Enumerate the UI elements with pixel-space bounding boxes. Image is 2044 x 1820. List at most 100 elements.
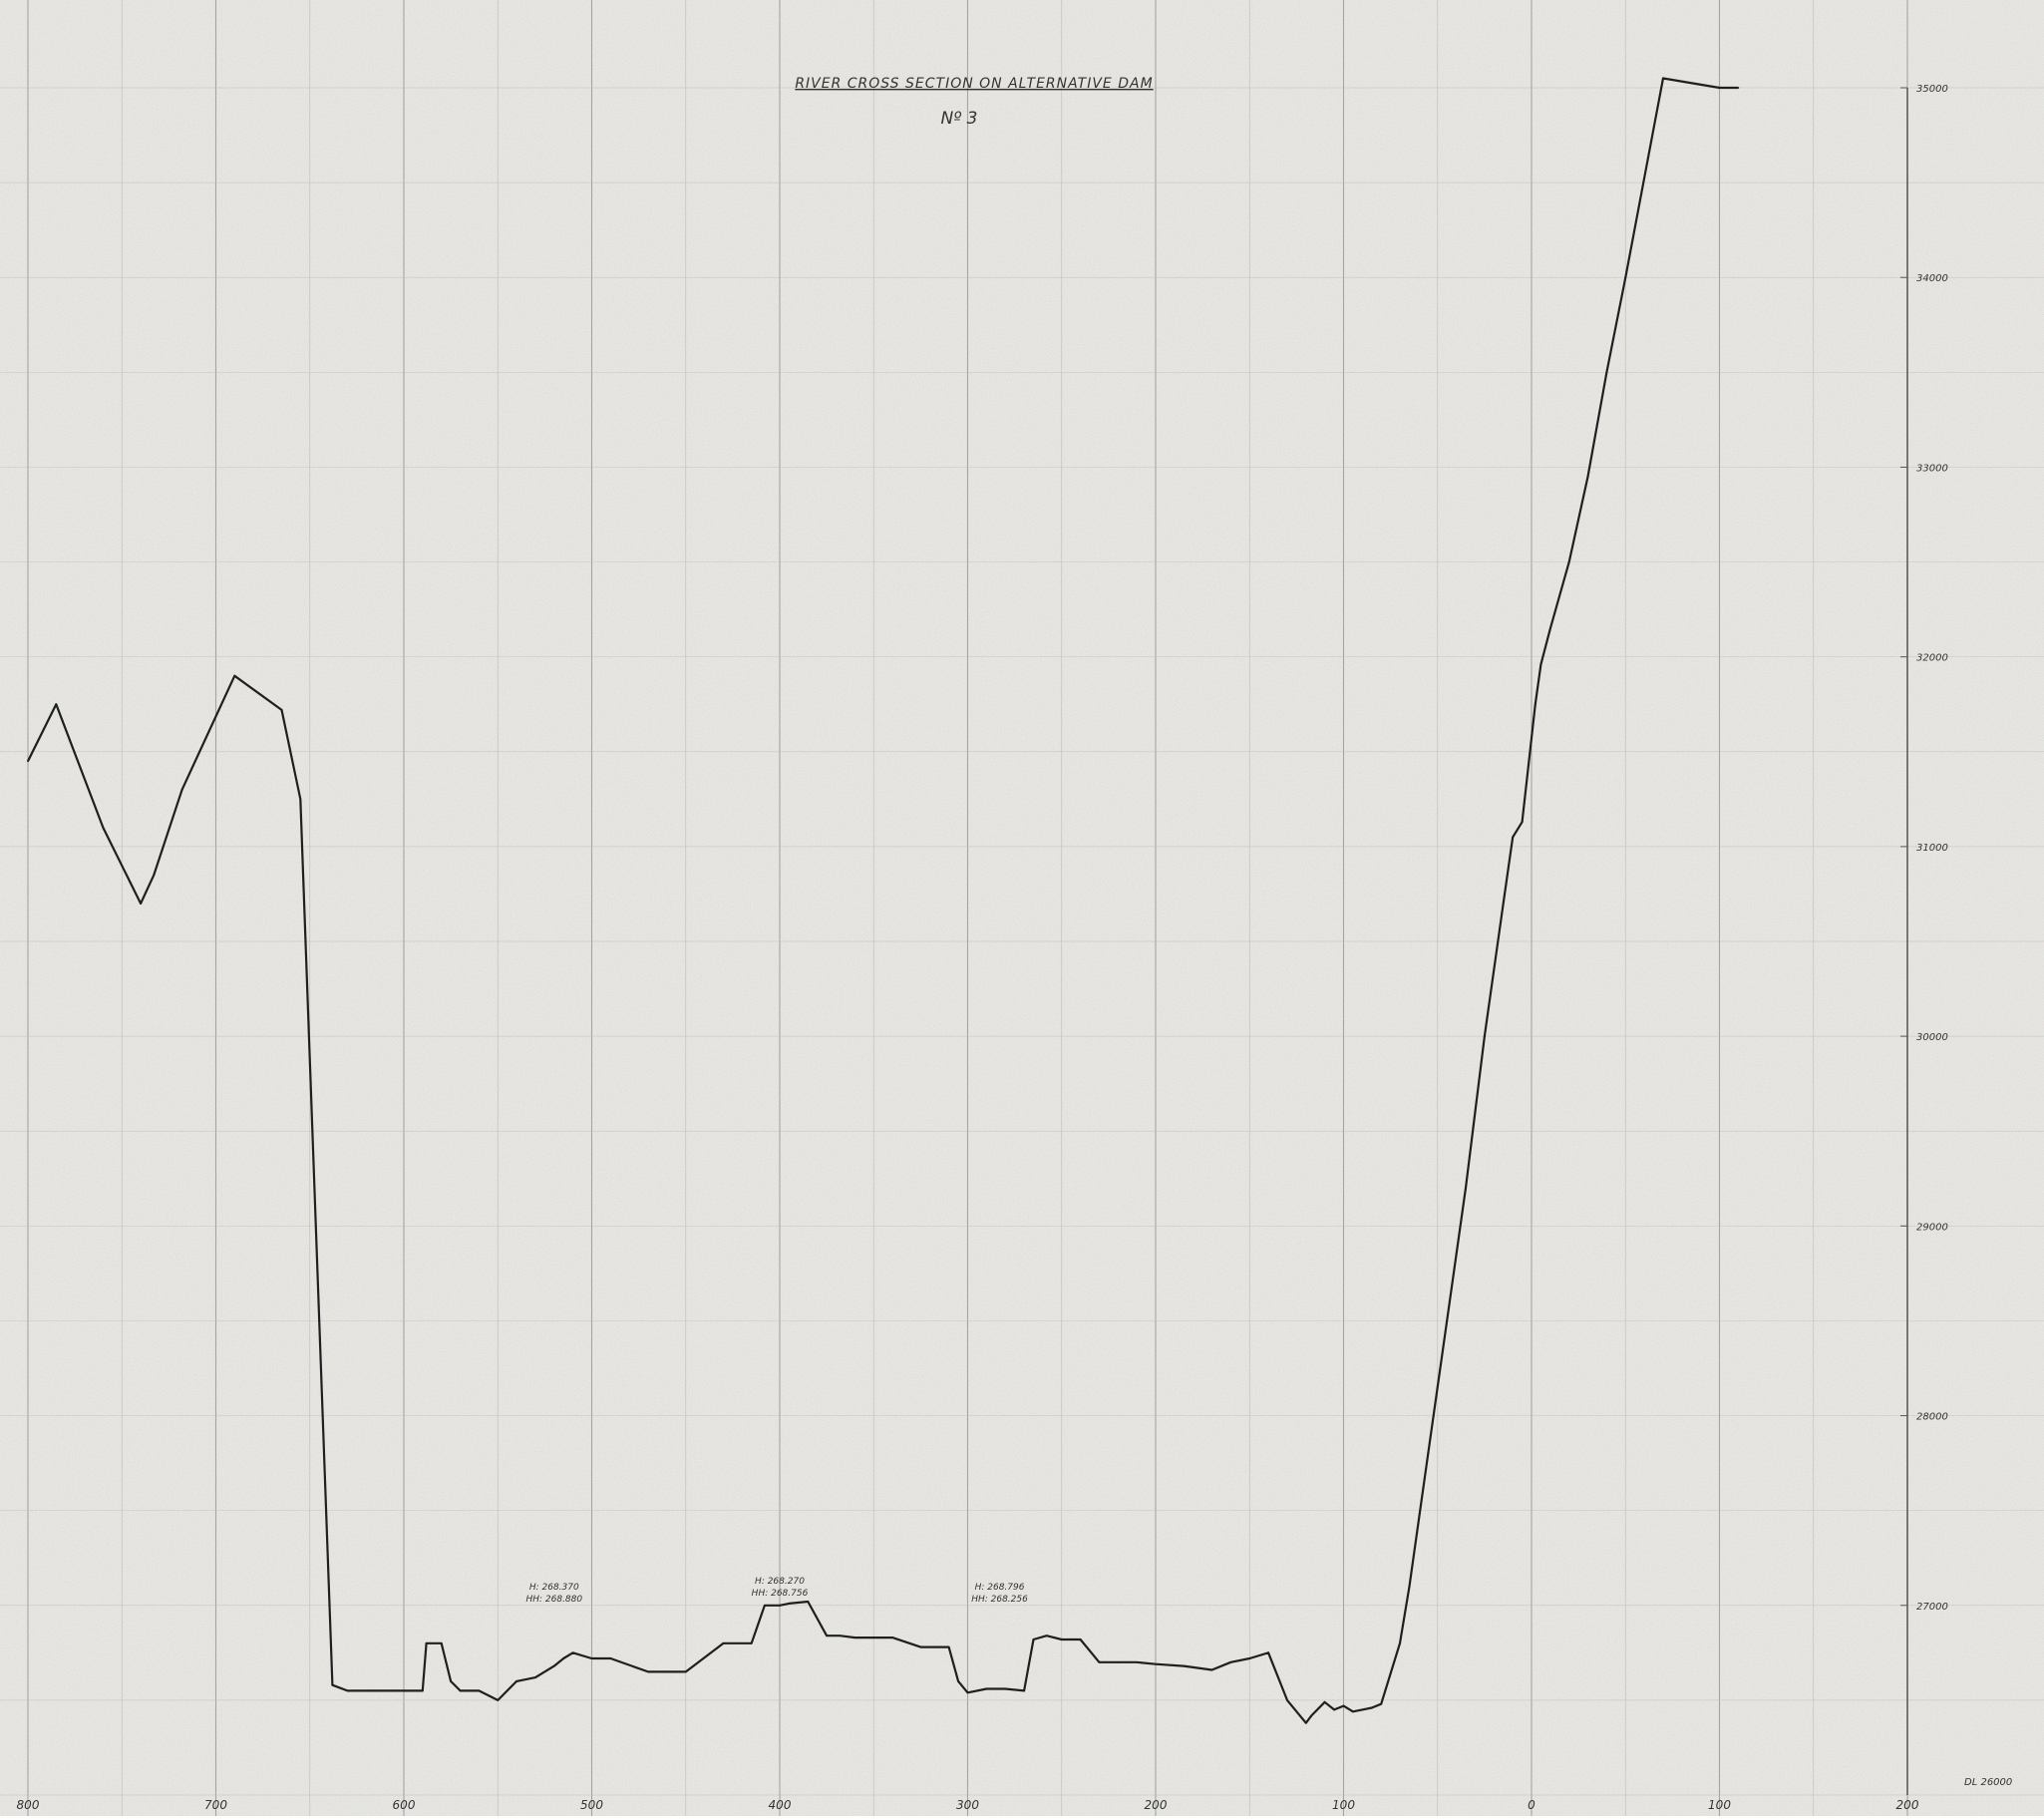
y-tick-label: 31000 [1916,843,1948,854]
profile-point [609,1657,612,1659]
annotation-label: HH: 268.880 [525,1595,582,1605]
profile-point [369,1689,371,1692]
x-tick-label: 100 [1332,1798,1355,1812]
y-tick-label: 35000 [1916,84,1948,95]
profile-point [1512,836,1515,839]
profile-point [839,1635,842,1638]
profile-point [55,703,58,706]
profile-point [280,709,283,711]
profile-point [1370,1706,1373,1709]
chart-subtitle: Nº 3 [941,109,978,129]
profile-point [1210,1668,1213,1671]
profile-point [1004,1687,1007,1690]
profile-point [140,903,143,905]
profile-point [1408,1585,1411,1588]
profile-point [102,826,105,829]
datum-label: DL 26000 [1964,1777,2012,1788]
profile-point [534,1676,536,1678]
x-tick-label: 200 [1896,1798,1919,1812]
chart-title: RIVER CROSS SECTION ON ALTERNATIVE DAM [795,76,1153,92]
profile-point [1333,1708,1335,1711]
profile-point [1117,1660,1120,1663]
profile-point [440,1641,443,1644]
profile-point [515,1679,517,1682]
y-tick-label: 29000 [1916,1222,1948,1233]
profile-point [722,1641,725,1644]
profile-point [1737,87,1740,89]
x-ticks: 800 700 600 500 400 300 200 100 0 100 200 [17,1798,1919,1812]
profile-point [590,1657,593,1659]
x-tick-label: 800 [17,1798,40,1812]
profile-points [27,77,1740,1724]
profile-point [1624,276,1627,279]
profile-point [966,1691,969,1694]
annotations: H: 268.370 HH: 268.880 H: 268.270 HH: 268.7… [525,1577,1028,1605]
profile-point [1361,1708,1364,1711]
x-tick-label: 600 [393,1798,416,1812]
profile-point [1465,1187,1467,1190]
profile-point [1023,1689,1025,1692]
x-tick-label: 700 [204,1798,227,1812]
profile-point [1399,1641,1401,1644]
profile-point [1032,1638,1035,1640]
profile-point [1548,627,1551,630]
profile-point [299,798,302,801]
profile-point [1323,1700,1326,1703]
profile-point [1567,560,1570,563]
y-tick-label: 32000 [1916,653,1948,664]
profile-point [947,1645,950,1648]
x-tick-label: 500 [580,1798,603,1812]
profile-point [459,1689,462,1692]
y-tick-label: 27000 [1916,1602,1948,1613]
profile-point [647,1670,649,1673]
profile-point [872,1637,875,1639]
profile-point [180,788,183,791]
y-tick-label: 33000 [1916,463,1948,474]
y-tick-label: 34000 [1916,273,1948,284]
profile-point [562,1657,565,1659]
annotation-label: H: 268.796 [975,1583,1025,1593]
profile-point [807,1601,810,1603]
profile-point [318,1319,321,1322]
profile-point [1380,1702,1383,1705]
profile-point [826,1635,829,1638]
x-tick-label: 400 [769,1798,792,1812]
y-ticks: 35000 34000 33000 32000 31000 30000 29000 28000… [1900,84,1948,1613]
profile-point [1586,476,1589,478]
profile-point [1304,1721,1307,1724]
profile-point [1662,77,1664,80]
profile-point [450,1679,453,1682]
profile-point [1521,821,1524,824]
profile-point [478,1689,481,1692]
profile-point [393,1689,396,1692]
profile-point [1045,1635,1048,1638]
profile-point [1502,903,1505,905]
profile-point [1605,371,1608,374]
annotation-label: HH: 268.256 [971,1595,1028,1605]
profile-point [552,1664,555,1667]
profile-point [1427,1452,1430,1455]
profile-point [331,1683,334,1686]
annotation-label: H: 268.370 [529,1583,579,1593]
profile-point [1267,1651,1269,1654]
profile-point [27,760,29,763]
profile-point [891,1637,893,1639]
profile-point [1533,703,1536,706]
y-tick-label: 28000 [1916,1412,1948,1423]
profile-point [571,1651,574,1654]
profile-point [1718,87,1721,89]
profile-point [1539,663,1542,666]
profile-point [1248,1657,1251,1659]
profile-point [1060,1638,1063,1640]
x-tick-label: 0 [1528,1798,1535,1812]
profile-point [421,1689,424,1692]
profile-point [1446,1319,1449,1322]
profile-point [1483,1035,1486,1038]
profile-point [853,1637,856,1639]
profile-point [764,1604,766,1607]
profile-point [1079,1638,1082,1640]
